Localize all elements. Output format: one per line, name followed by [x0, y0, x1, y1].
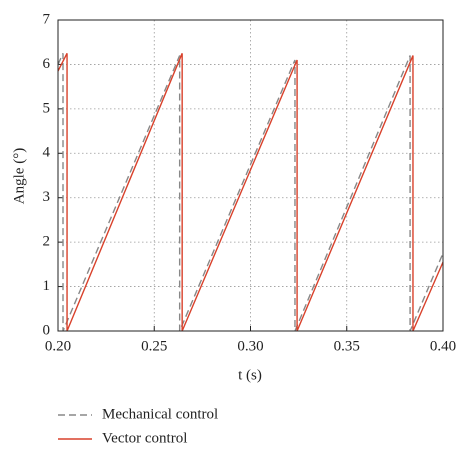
y-tick-label: 3	[43, 189, 51, 205]
y-tick-label: 5	[43, 100, 51, 116]
x-tick-label: 0.30	[237, 338, 263, 354]
x-tick-label: 0.35	[334, 338, 360, 354]
y-tick-label: 1	[43, 278, 51, 294]
y-tick-label: 0	[43, 322, 51, 338]
legend-label: Mechanical control	[102, 406, 218, 422]
legend-label: Vector control	[102, 430, 187, 446]
y-tick-label: 4	[43, 145, 51, 161]
y-axis-label: Angle (°)	[11, 148, 27, 204]
plot-frame	[57, 19, 444, 332]
y-tick-label: 7	[43, 11, 51, 27]
x-tick-label: 0.25	[141, 338, 167, 354]
y-tick-label: 2	[43, 234, 51, 250]
x-tick-label: 0.40	[430, 338, 456, 354]
x-tick-label: 0.20	[45, 338, 71, 354]
y-tick-label: 6	[43, 56, 51, 72]
series-line	[57, 53, 444, 332]
x-axis-label: t (s)	[238, 367, 262, 383]
